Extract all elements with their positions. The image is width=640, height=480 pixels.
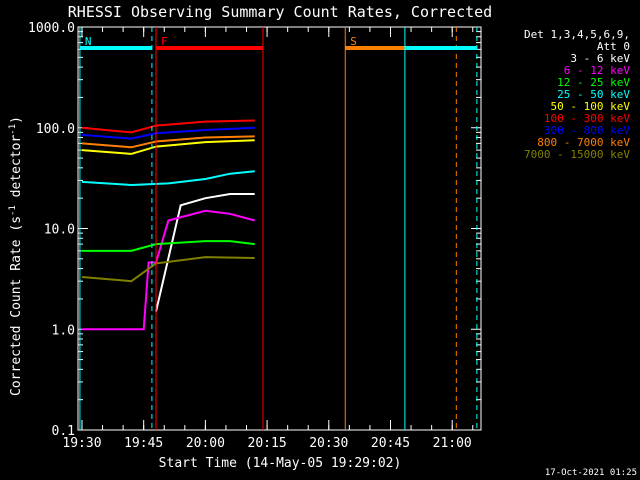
legend-entry: 3 - 6 keV [570, 52, 630, 65]
legend-entry: 800 - 7000 keV [537, 136, 630, 149]
x-tick-label: 20:15 [248, 436, 287, 451]
legend-entry: 300 - 800 keV [544, 124, 630, 137]
series-line [81, 170, 255, 187]
legend-entry: 7000 - 15000 keV [524, 148, 630, 161]
chart-title: RHESSI Observing Summary Count Rates, Co… [68, 3, 492, 21]
series-line [82, 240, 255, 252]
x-axis-ticks: 19:30 19:45 20:00 20:15 20:30 20:45 21:00 [62, 27, 474, 451]
x-tick-label: 20:30 [309, 436, 348, 451]
y-axis-ticks: 0.1 1.0 10.0 100.0 1000.0 [28, 21, 481, 439]
y-tick-label: 0.1 [52, 424, 75, 439]
legend-header: Att 0 [597, 40, 630, 53]
y-tick-label: 100.0 [36, 122, 75, 137]
legend-entry: 12 - 25 keV [557, 76, 630, 89]
y-axis-label-main: Corrected Count Rate (s [9, 216, 24, 396]
series-line [82, 209, 255, 331]
y-tick-label: 1.0 [52, 323, 75, 338]
x-axis-label: Start Time (14-May-05 19:29:02) [159, 456, 402, 471]
marker-label: S [350, 35, 357, 48]
x-tick-label: 20:45 [371, 436, 410, 451]
y-axis-label-end: ) [9, 116, 24, 124]
y-axis-label-sup1: -1 [8, 205, 18, 216]
series-line [155, 193, 255, 312]
x-tick-label: 20:00 [186, 436, 225, 451]
legend-entry: 50 - 100 keV [551, 100, 631, 113]
legend-entry: 6 - 12 keV [564, 64, 631, 77]
y-axis-label-sup2: -1 [8, 124, 18, 135]
series-group [81, 119, 255, 331]
x-tick-label: 21:00 [433, 436, 472, 451]
legend-header: Det 1,3,4,5,6,9, [524, 28, 630, 41]
x-tick-label: 19:30 [62, 436, 101, 451]
x-tick-label: 19:45 [124, 436, 163, 451]
marker-label: N [85, 35, 92, 48]
legend-entry: 100 - 300 keV [544, 112, 630, 125]
y-tick-label: 1000.0 [28, 21, 75, 36]
y-tick-label: 10.0 [44, 223, 75, 238]
marker-label: F [161, 35, 168, 48]
legend-entry: 25 - 50 keV [557, 88, 630, 101]
timestamp: 17-Oct-2021 01:25 [545, 468, 637, 478]
y-axis-label-mid: detector [9, 135, 24, 206]
y-axis-label: Corrected Count Rate (s-1 detector-1) [8, 116, 24, 396]
